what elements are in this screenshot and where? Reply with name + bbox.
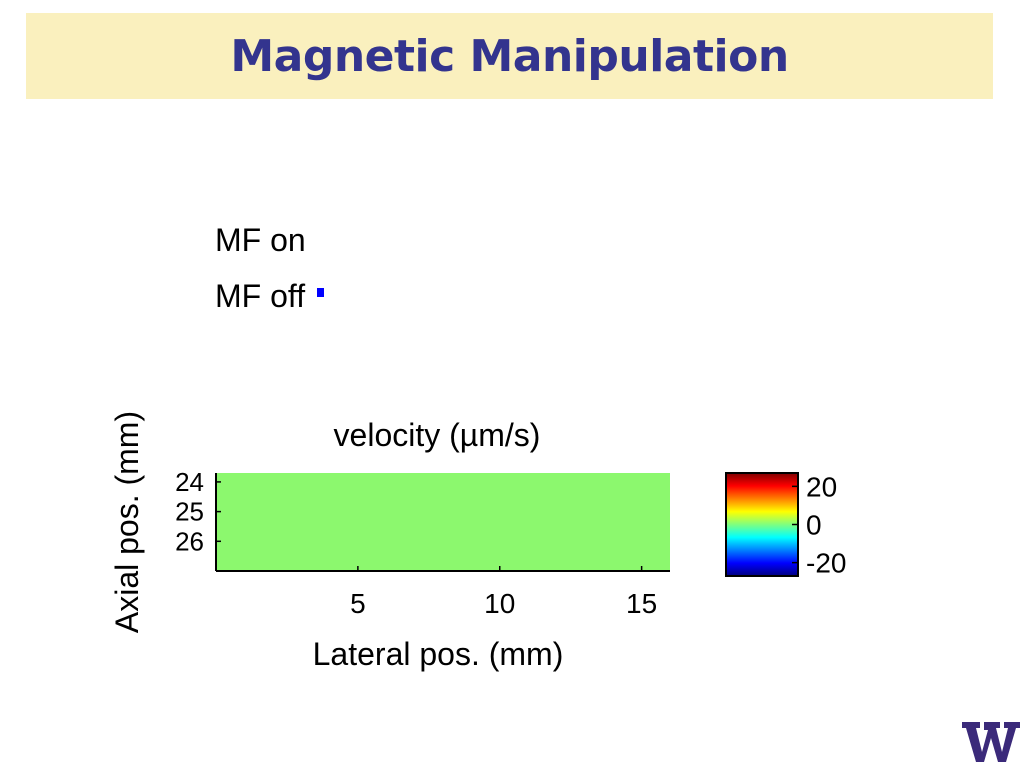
legend-item-mf-on: MF on [215, 222, 306, 259]
colorbar-tick-label: -20 [806, 548, 846, 579]
chart-title: velocity (µm/s) [334, 417, 541, 453]
title-band: Magnetic Manipulation [26, 13, 993, 99]
y-axis-label: Axial pos. (mm) [109, 411, 145, 633]
university-logo [962, 722, 1020, 762]
y-tick-label: 24 [175, 467, 204, 497]
x-axis-label: Lateral pos. (mm) [313, 636, 564, 672]
heatmap-cell [216, 473, 670, 571]
colorbar-tick-label: 0 [806, 510, 822, 541]
y-tick-label: 26 [175, 526, 204, 556]
x-tick-label: 15 [626, 588, 657, 619]
x-tick-label: 10 [484, 588, 515, 619]
x-tick-label: 5 [350, 588, 366, 619]
colorbar [725, 472, 799, 577]
colorbar-ticks: 20 0 -20 [792, 471, 846, 579]
slide-title: Magnetic Manipulation [230, 31, 789, 82]
colorbar-tick-label: 20 [806, 471, 837, 502]
y-tick-label: 25 [175, 497, 204, 527]
legend-label-mf-off: MF off [215, 278, 306, 314]
legend-item-mf-off: MF off [215, 278, 325, 315]
legend-marker-mf-off [317, 288, 325, 297]
legend-label-mf-on: MF on [215, 222, 306, 258]
